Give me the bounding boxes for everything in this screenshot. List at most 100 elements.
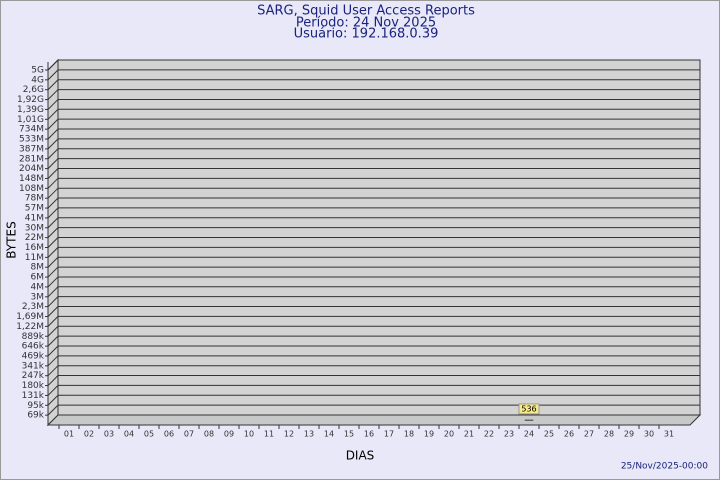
grid-line bbox=[47, 217, 700, 229]
chart-title: SARG, Squid User Access Reports bbox=[257, 4, 475, 19]
grid-line bbox=[47, 276, 700, 288]
value-label: 536 bbox=[521, 404, 536, 413]
grid-line bbox=[47, 394, 700, 406]
grid-line bbox=[47, 286, 700, 298]
grid-line bbox=[47, 345, 700, 357]
x-tick-label: 07 bbox=[184, 430, 194, 439]
y-tick-label: 1,92G bbox=[17, 95, 44, 105]
y-tick-label: 281M bbox=[19, 154, 44, 164]
grid-line bbox=[47, 207, 700, 219]
y-tick-label: 204M bbox=[19, 164, 44, 174]
x-tick-label: 15 bbox=[344, 430, 354, 439]
x-tick-label: 10 bbox=[244, 430, 254, 439]
x-tick-label: 04 bbox=[124, 430, 134, 439]
y-tick-label: 341k bbox=[22, 361, 45, 371]
y-tick-label: 8M bbox=[31, 263, 45, 273]
x-tick-label: 12 bbox=[284, 430, 294, 439]
x-tick-label: 14 bbox=[324, 430, 334, 439]
grid-line bbox=[47, 138, 700, 150]
chart-subtitle: Período: 24 Nov 2025 bbox=[296, 16, 436, 31]
grid-line bbox=[47, 197, 700, 209]
grid-line bbox=[47, 296, 700, 308]
grid-line bbox=[47, 118, 700, 130]
y-tick-label: 5G bbox=[31, 66, 44, 76]
y-tick-label: 69k bbox=[27, 411, 44, 421]
y-tick-label: 1,69M bbox=[16, 312, 44, 322]
grid-line bbox=[47, 158, 700, 169]
grid-line bbox=[47, 79, 700, 91]
grid-line bbox=[47, 375, 700, 386]
y-tick-label: 148M bbox=[19, 174, 44, 184]
x-tick-label: 19 bbox=[424, 430, 434, 439]
grid-line bbox=[47, 98, 700, 110]
chart-user: Usuário: 192.168.0.39 bbox=[294, 27, 439, 42]
y-tick-label: 469k bbox=[22, 351, 45, 361]
x-tick-label: 08 bbox=[204, 430, 214, 439]
y-tick-label: 22M bbox=[25, 233, 44, 243]
grid-line bbox=[47, 227, 700, 238]
y-tick-label: 533M bbox=[19, 135, 44, 145]
grid-line bbox=[47, 69, 700, 81]
y-tick-label: 2,3M bbox=[22, 302, 44, 312]
x-tick-label: 13 bbox=[304, 430, 314, 439]
grid-line bbox=[47, 148, 700, 160]
x-tick-label: 02 bbox=[84, 430, 94, 439]
grid-line bbox=[47, 167, 700, 179]
y-tick-label: 6M bbox=[31, 273, 45, 283]
y-tick-label: 1,39G bbox=[17, 105, 44, 115]
x-tick-label: 16 bbox=[364, 430, 374, 439]
grid-line bbox=[47, 108, 700, 120]
grid-line bbox=[47, 404, 700, 416]
y-tick-label: 108M bbox=[19, 184, 44, 194]
y-tick-label: 30M bbox=[25, 223, 44, 233]
y-axis-label: BYTES bbox=[5, 221, 19, 258]
x-tick-label: 21 bbox=[464, 430, 474, 439]
x-tick-label: 11 bbox=[264, 430, 274, 439]
grid-line bbox=[47, 306, 700, 317]
grid-line bbox=[47, 237, 700, 248]
x-tick-label: 27 bbox=[584, 430, 594, 439]
y-tick-label: 16M bbox=[25, 243, 44, 253]
y-tick-label: 734M bbox=[19, 125, 44, 135]
y-tick-label: 4M bbox=[31, 282, 45, 292]
x-tick-label: 31 bbox=[664, 430, 674, 439]
x-tick-label: 18 bbox=[404, 430, 414, 439]
y-tick-label: 11M bbox=[25, 253, 44, 263]
footer: 25/Nov/2025-00:00 bbox=[621, 462, 708, 472]
x-tick-label: 28 bbox=[604, 430, 614, 439]
grid-line bbox=[47, 59, 700, 71]
y-tick-label: 95k bbox=[27, 401, 44, 411]
x-tick-label: 09 bbox=[224, 430, 234, 439]
grid-line bbox=[47, 256, 700, 268]
y-tick-label: 387M bbox=[19, 144, 44, 154]
grid-line bbox=[47, 335, 700, 347]
x-tick-label: 03 bbox=[104, 430, 114, 439]
y-tick-label: 1,01G bbox=[17, 115, 44, 125]
y-tick-label: 1,22M bbox=[16, 322, 44, 332]
value-label-box bbox=[518, 403, 540, 415]
x-tick-label: 06 bbox=[164, 430, 174, 439]
grid-line bbox=[47, 365, 700, 377]
y-tick-label: 57M bbox=[25, 204, 44, 214]
x-tick-label: 05 bbox=[144, 430, 154, 439]
grid-line bbox=[47, 246, 700, 258]
y-tick-label: 646k bbox=[22, 342, 45, 352]
grid-line bbox=[47, 384, 700, 396]
y-tick-label: 247k bbox=[22, 371, 45, 381]
bar bbox=[524, 419, 534, 421]
y-tick-label: 131k bbox=[22, 391, 45, 401]
x-axis-label: DIAS bbox=[346, 449, 375, 463]
grid-line bbox=[47, 355, 700, 367]
x-tick-label: 20 bbox=[444, 430, 454, 439]
grid-line bbox=[47, 315, 700, 327]
x-tick-label: 25 bbox=[544, 430, 554, 439]
grid-line bbox=[47, 128, 700, 140]
x-tick-label: 23 bbox=[504, 430, 514, 439]
x-tick-label: 30 bbox=[644, 430, 654, 439]
x-tick-label: 29 bbox=[624, 430, 634, 439]
floor bbox=[46, 414, 702, 426]
x-tick-label: 01 bbox=[64, 430, 74, 439]
y-tick-label: 3M bbox=[31, 292, 45, 302]
x-tick-label: 24 bbox=[524, 430, 534, 439]
